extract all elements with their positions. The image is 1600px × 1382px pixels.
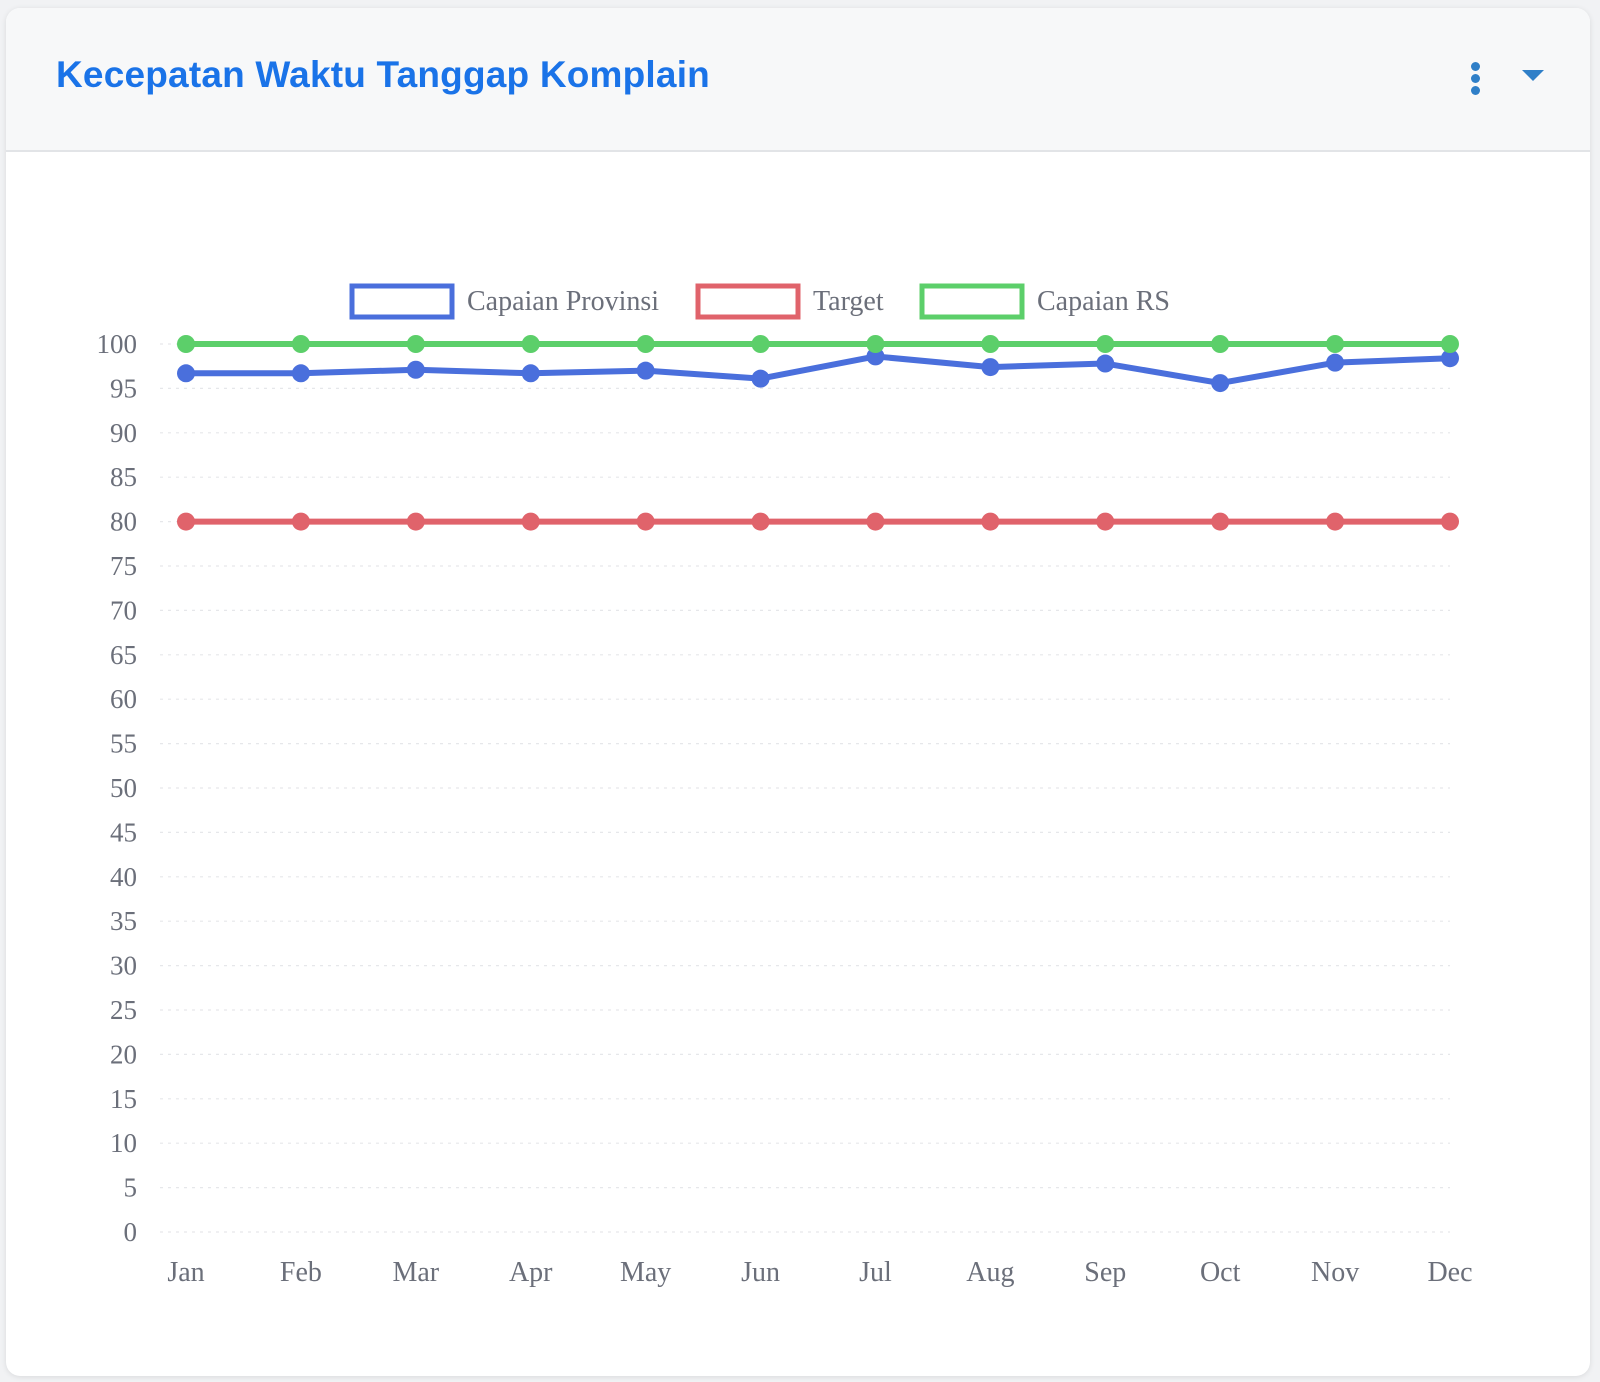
data-point[interactable]	[177, 335, 195, 353]
y-tick-label: 45	[110, 817, 137, 847]
series-line	[183, 353, 1453, 387]
x-tick-label: Sep	[1084, 1257, 1126, 1288]
x-tick-label: Feb	[280, 1257, 322, 1288]
data-point[interactable]	[636, 512, 655, 531]
y-tick-label: 5	[124, 1173, 138, 1203]
legend-swatch	[349, 283, 455, 320]
legend-item[interactable]: Capaian Provinsi	[349, 283, 659, 320]
x-tick-label: May	[620, 1257, 671, 1288]
legend-item[interactable]: Target	[695, 283, 884, 320]
data-point[interactable]	[1211, 374, 1230, 393]
legend-label: Capaian RS	[1037, 286, 1170, 317]
legend-label: Target	[813, 286, 884, 317]
data-point[interactable]	[177, 364, 195, 383]
legend-label: Capaian Provinsi	[467, 286, 659, 317]
data-point[interactable]	[866, 512, 885, 531]
x-tick-label: Mar	[392, 1257, 439, 1288]
data-point[interactable]	[406, 335, 425, 353]
y-tick-label: 90	[110, 418, 137, 448]
series	[177, 512, 1459, 531]
data-point[interactable]	[177, 512, 195, 531]
y-tick-label: 15	[110, 1084, 137, 1114]
y-tick-label: 20	[110, 1039, 137, 1069]
x-tick-label: Jul	[859, 1257, 892, 1288]
y-tick-label: 0	[124, 1217, 138, 1247]
card-title: Kecepatan Waktu Tanggap Komplain	[56, 54, 710, 95]
y-tick-label: 60	[110, 684, 137, 714]
data-point[interactable]	[1441, 349, 1459, 368]
series	[177, 335, 1459, 353]
y-tick-label: 80	[110, 507, 137, 537]
data-point[interactable]	[521, 364, 540, 383]
y-tick-label: 65	[110, 640, 137, 670]
y-tick-label: 75	[110, 551, 137, 581]
y-tick-label: 50	[110, 773, 137, 803]
data-point[interactable]	[291, 512, 310, 531]
data-point[interactable]	[751, 335, 770, 353]
data-point[interactable]	[1326, 335, 1345, 353]
y-tick-label: 70	[110, 595, 137, 625]
y-tick-label: 30	[110, 951, 137, 981]
y-tick-label: 25	[110, 995, 137, 1025]
data-point[interactable]	[751, 512, 770, 531]
line-chart: 0 5 10 15 20 25 30 35 40 45 50 55 60 65 70 75 80 85 90 95 10…	[97, 283, 1473, 1288]
y-tick-label: 55	[110, 729, 137, 759]
data-point[interactable]	[1326, 512, 1345, 531]
y-tick-label: 85	[110, 462, 137, 492]
data-point[interactable]	[1441, 512, 1459, 531]
data-point[interactable]	[636, 361, 655, 380]
data-point[interactable]	[636, 335, 655, 353]
data-point[interactable]	[1211, 512, 1230, 531]
x-tick-label: Jan	[167, 1257, 204, 1288]
data-point[interactable]	[751, 369, 770, 388]
y-tick-label: 40	[110, 862, 137, 892]
data-point[interactable]	[981, 335, 1000, 353]
data-point[interactable]	[1096, 354, 1115, 373]
data-point[interactable]	[1096, 512, 1115, 531]
card-header: Kecepatan Waktu Tanggap Komplain	[6, 8, 1590, 152]
y-tick-label: 35	[110, 906, 137, 936]
data-point[interactable]	[406, 512, 425, 531]
data-point[interactable]	[291, 335, 310, 353]
y-tick-label: 10	[110, 1128, 137, 1158]
x-axis-ticks: Jan Feb Mar Apr May Jun Jul Aug Sep Oct Nov Dec	[167, 1257, 1472, 1288]
x-tick-label: Jun	[741, 1257, 780, 1288]
y-axis-ticks: 0 5 10 15 20 25 30 35 40 45 50 55 60 65 70 75 80 85 90 95 10…	[97, 329, 138, 1247]
y-tick-label: 100	[97, 329, 138, 359]
y-tick-label: 95	[110, 373, 137, 403]
caret-down-icon[interactable]	[1522, 70, 1544, 81]
data-point[interactable]	[1441, 335, 1459, 353]
data-point[interactable]	[981, 512, 1000, 531]
data-point[interactable]	[866, 347, 885, 366]
grid-lines	[160, 343, 1450, 1233]
legend-swatch	[695, 283, 801, 320]
x-tick-label: Aug	[966, 1257, 1014, 1288]
chart-card: Kecepatan Waktu Tanggap Komplain 0 5 10 15 2…	[6, 8, 1590, 1376]
x-tick-label: Nov	[1311, 1257, 1359, 1288]
data-point[interactable]	[1096, 335, 1115, 353]
data-point[interactable]	[981, 358, 1000, 377]
more-vertical-icon[interactable]	[1468, 62, 1482, 102]
x-tick-label: Dec	[1427, 1257, 1472, 1288]
data-point[interactable]	[1326, 353, 1345, 372]
series-lines	[177, 335, 1459, 531]
data-point[interactable]	[406, 360, 425, 379]
data-point[interactable]	[521, 512, 540, 531]
data-point[interactable]	[1211, 335, 1230, 353]
data-point[interactable]	[866, 335, 885, 353]
x-tick-label: Oct	[1200, 1257, 1241, 1288]
legend[interactable]: Capaian Provinsi Target Capaian RS	[349, 283, 1170, 320]
data-point[interactable]	[521, 335, 540, 353]
legend-swatch	[919, 283, 1025, 320]
legend-item[interactable]: Capaian RS	[919, 283, 1170, 320]
x-tick-label: Apr	[509, 1257, 553, 1288]
data-point[interactable]	[291, 364, 310, 383]
series	[177, 347, 1459, 393]
